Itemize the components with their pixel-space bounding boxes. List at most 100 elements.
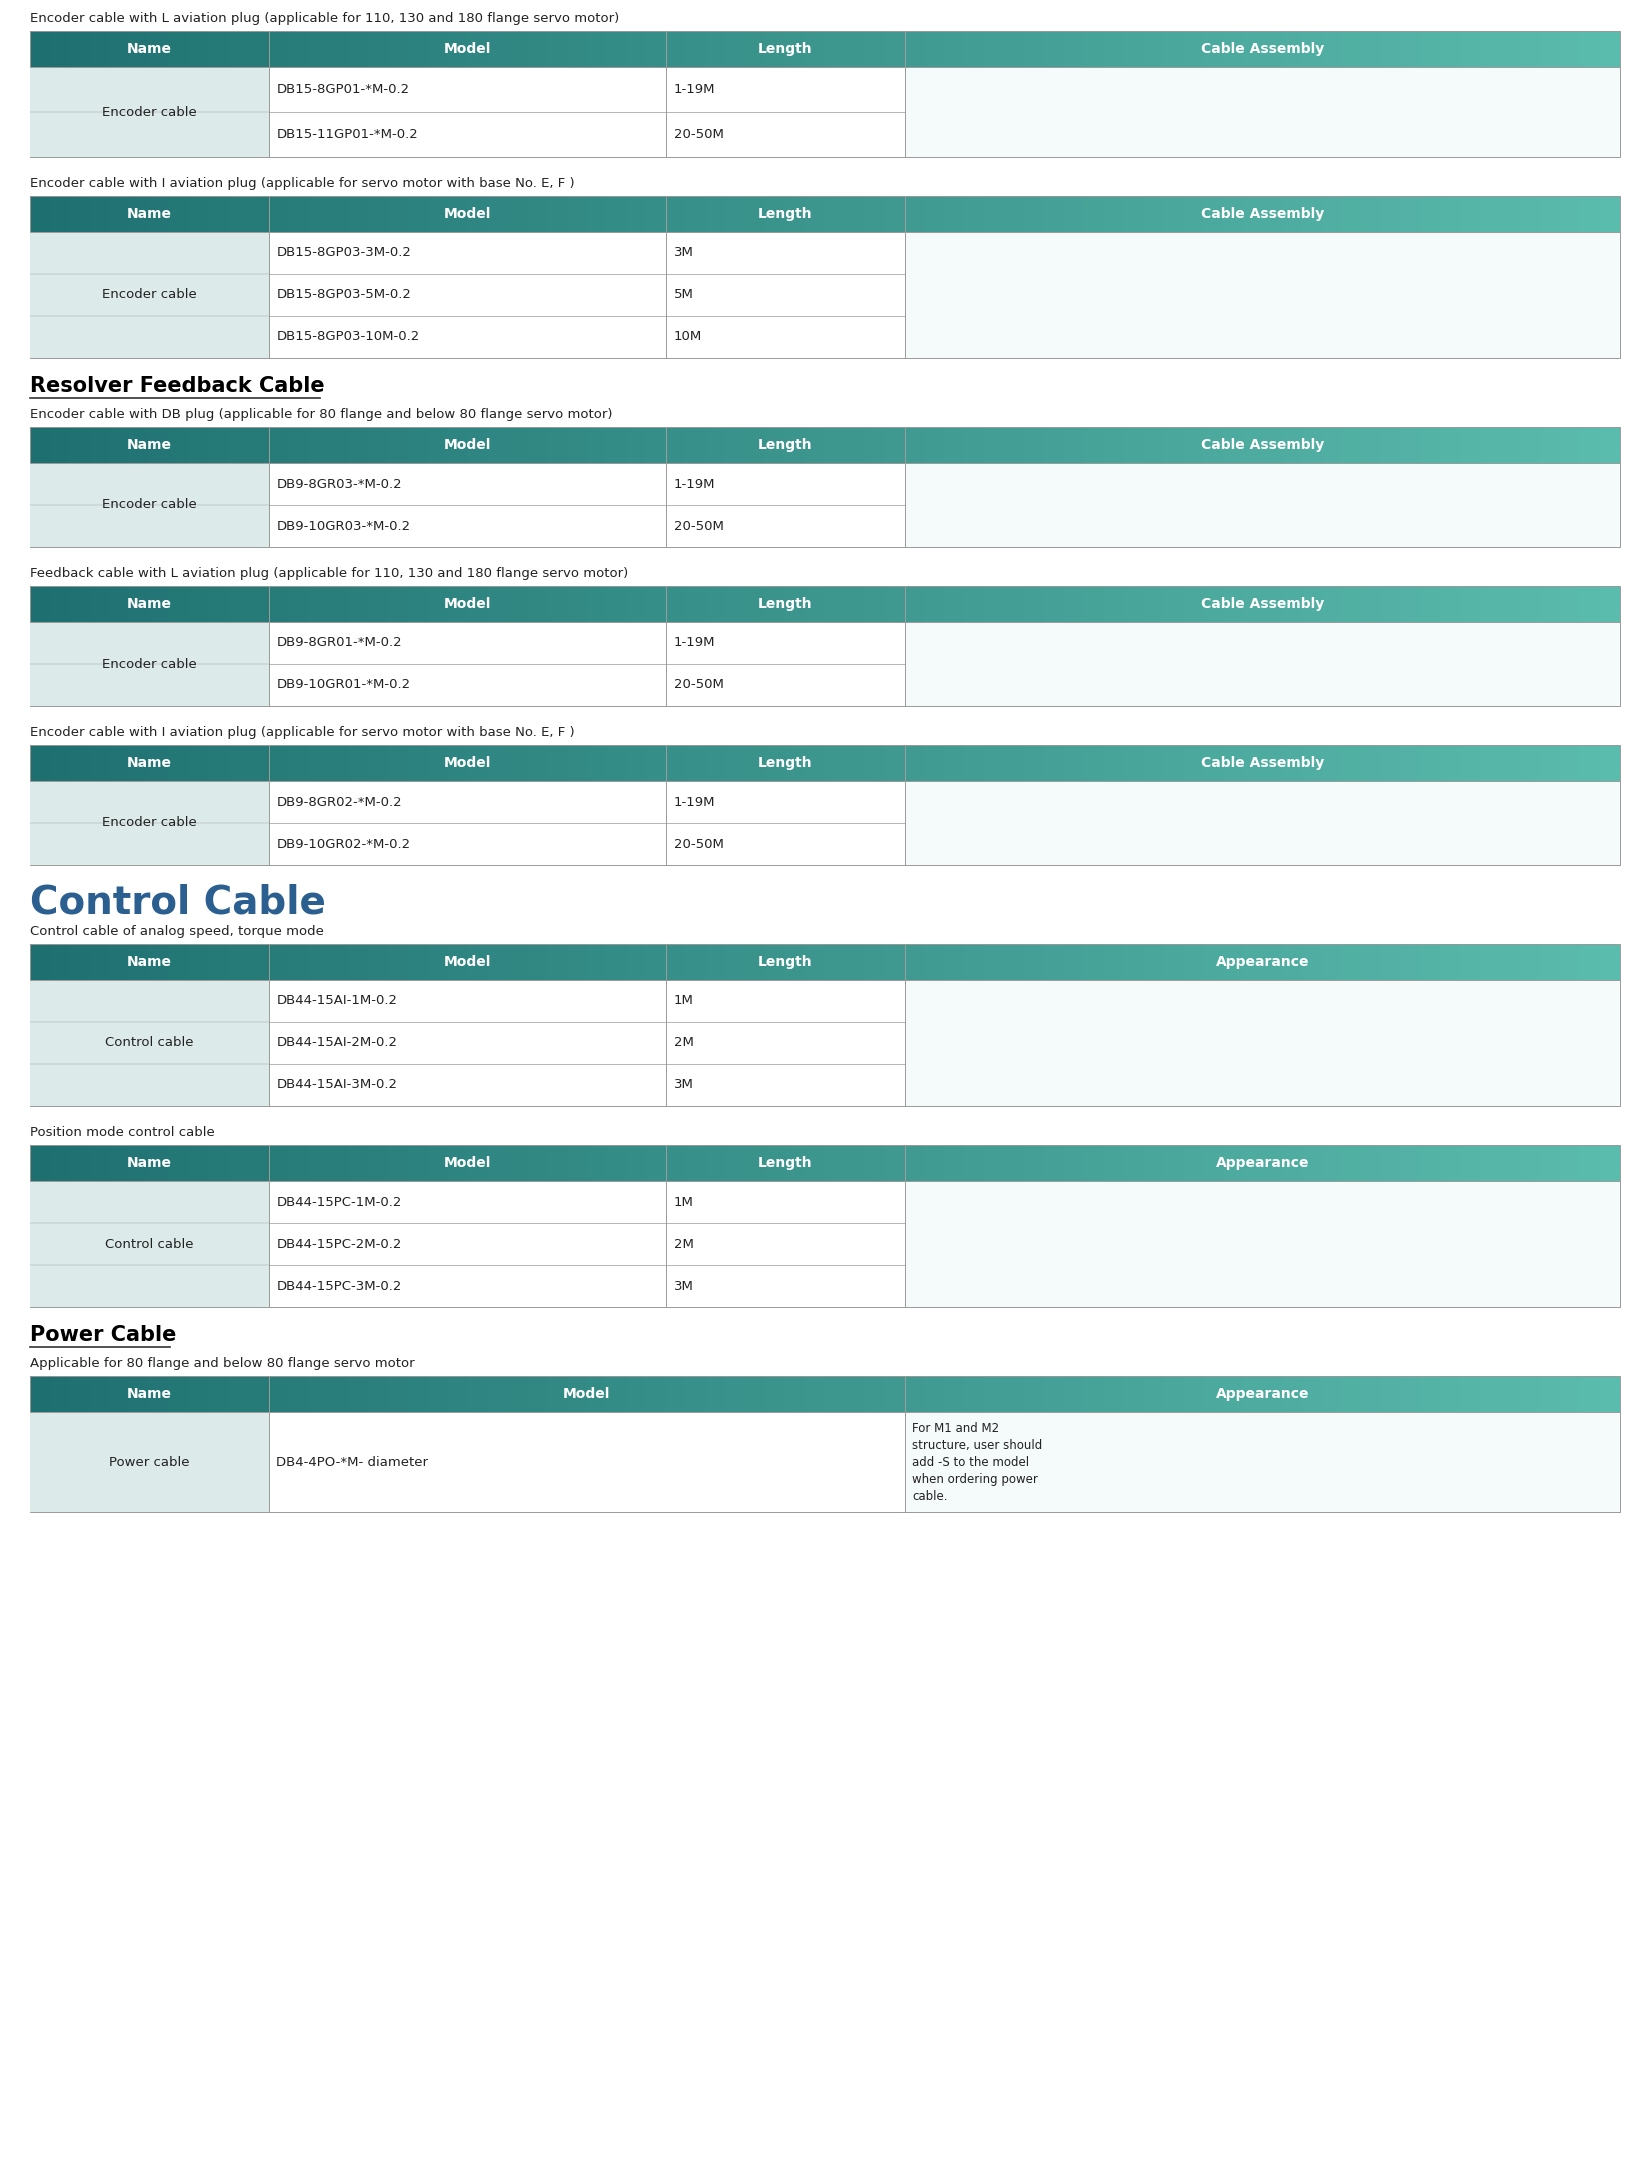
Bar <box>1322 945 1341 979</box>
Bar <box>1043 30 1064 67</box>
Bar <box>904 67 1620 158</box>
Bar <box>1322 428 1341 463</box>
Bar <box>1163 1146 1183 1180</box>
Bar <box>507 1146 526 1180</box>
Bar <box>388 586 408 623</box>
Bar <box>1163 197 1183 231</box>
Text: Encoder cable with DB plug (applicable for 80 flange and below 80 flange servo m: Encoder cable with DB plug (applicable f… <box>30 409 612 422</box>
Bar <box>348 1375 368 1412</box>
Bar <box>328 197 348 231</box>
Bar <box>1521 945 1541 979</box>
Bar <box>1242 428 1262 463</box>
Bar <box>865 30 884 67</box>
Bar <box>1084 197 1104 231</box>
Bar <box>1460 586 1482 623</box>
Bar <box>269 746 289 780</box>
Bar <box>805 586 825 623</box>
Bar <box>884 746 904 780</box>
Bar <box>1003 586 1023 623</box>
Bar <box>69 428 89 463</box>
Bar <box>944 746 964 780</box>
Bar <box>904 1375 924 1412</box>
Bar <box>1124 197 1143 231</box>
Bar <box>309 945 328 979</box>
Bar <box>30 780 269 865</box>
Bar <box>566 586 586 623</box>
Bar <box>686 586 706 623</box>
Bar <box>1322 1146 1341 1180</box>
Bar <box>667 30 686 67</box>
Bar <box>89 428 109 463</box>
Text: 1-19M: 1-19M <box>673 796 716 809</box>
Bar <box>566 1375 586 1412</box>
Bar <box>1521 1146 1541 1180</box>
Bar <box>1183 1146 1203 1180</box>
Bar <box>30 586 50 623</box>
Bar <box>210 586 229 623</box>
Bar <box>904 623 1620 707</box>
Bar <box>944 945 964 979</box>
Bar <box>408 945 427 979</box>
Bar <box>487 746 507 780</box>
Bar <box>785 746 805 780</box>
Bar <box>1460 1375 1482 1412</box>
Text: Appearance: Appearance <box>1216 1157 1308 1170</box>
Text: DB15-8GP03-5M-0.2: DB15-8GP03-5M-0.2 <box>277 288 411 301</box>
Bar <box>168 1146 190 1180</box>
Bar <box>190 197 210 231</box>
Bar <box>667 945 686 979</box>
Bar <box>1183 30 1203 67</box>
Text: Encoder cable with L aviation plug (applicable for 110, 130 and 180 flange servo: Encoder cable with L aviation plug (appl… <box>30 13 619 26</box>
Bar <box>109 197 129 231</box>
Bar <box>30 945 1620 979</box>
Bar <box>1282 586 1302 623</box>
Bar <box>944 1146 964 1180</box>
Bar <box>1401 1146 1421 1180</box>
Bar <box>69 945 89 979</box>
Bar <box>1600 586 1620 623</box>
Bar <box>69 197 89 231</box>
Bar <box>1203 746 1223 780</box>
Bar <box>1084 1375 1104 1412</box>
Bar <box>1183 1375 1203 1412</box>
Bar <box>328 30 348 67</box>
Text: Name: Name <box>127 439 172 452</box>
Bar <box>210 1146 229 1180</box>
Bar <box>229 746 249 780</box>
Bar <box>964 586 983 623</box>
Bar <box>1341 428 1361 463</box>
Bar <box>607 1375 627 1412</box>
Text: DB44-15PC-3M-0.2: DB44-15PC-3M-0.2 <box>277 1280 403 1293</box>
Bar <box>368 586 388 623</box>
Bar <box>706 197 726 231</box>
Text: 20-50M: 20-50M <box>673 679 724 692</box>
Bar <box>884 428 904 463</box>
Bar <box>1541 428 1561 463</box>
Bar <box>726 1375 746 1412</box>
Bar <box>1262 945 1282 979</box>
Bar <box>289 197 309 231</box>
Bar <box>447 30 467 67</box>
Bar <box>487 428 507 463</box>
Bar <box>229 30 249 67</box>
Bar <box>168 197 190 231</box>
Bar <box>210 945 229 979</box>
Bar <box>647 30 667 67</box>
Bar <box>1381 428 1401 463</box>
Bar <box>1440 746 1460 780</box>
Bar <box>546 197 566 231</box>
Bar <box>865 197 884 231</box>
Bar <box>408 428 427 463</box>
Bar <box>1322 746 1341 780</box>
Bar <box>427 945 447 979</box>
Bar <box>388 30 408 67</box>
Bar <box>566 197 586 231</box>
Bar <box>1104 586 1124 623</box>
Text: Length: Length <box>757 757 812 770</box>
Text: Cable Assembly: Cable Assembly <box>1201 757 1323 770</box>
Bar <box>348 1146 368 1180</box>
Bar <box>148 945 168 979</box>
Text: DB15-8GP03-3M-0.2: DB15-8GP03-3M-0.2 <box>277 246 411 259</box>
Bar <box>964 30 983 67</box>
Bar <box>805 197 825 231</box>
